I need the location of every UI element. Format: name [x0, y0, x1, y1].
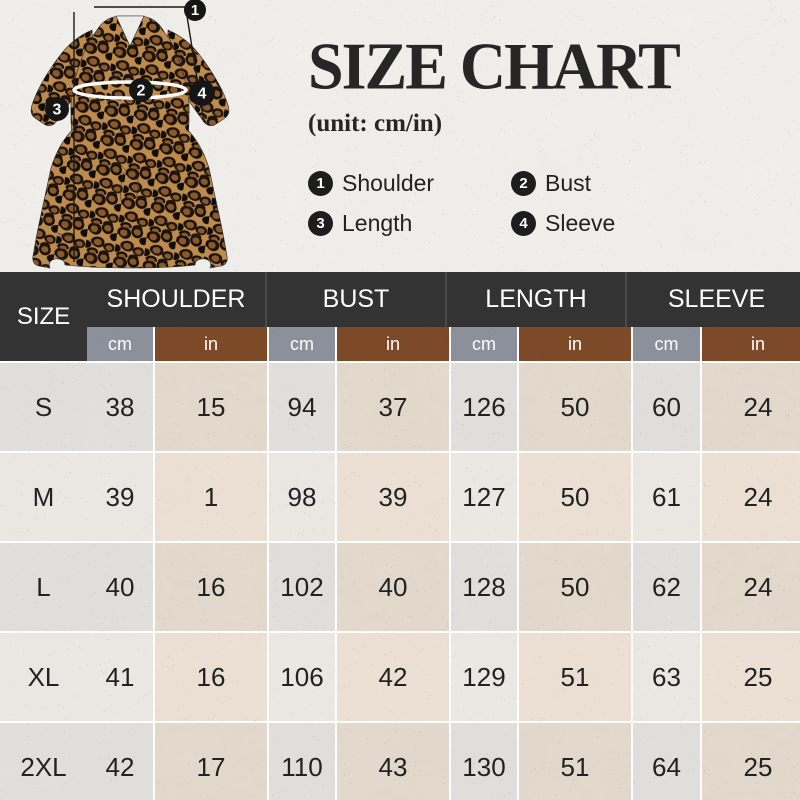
svg-text:1: 1 — [191, 2, 199, 19]
svg-text:2: 2 — [137, 83, 146, 100]
svg-text:3: 3 — [53, 102, 62, 119]
svg-text:4: 4 — [198, 86, 207, 103]
